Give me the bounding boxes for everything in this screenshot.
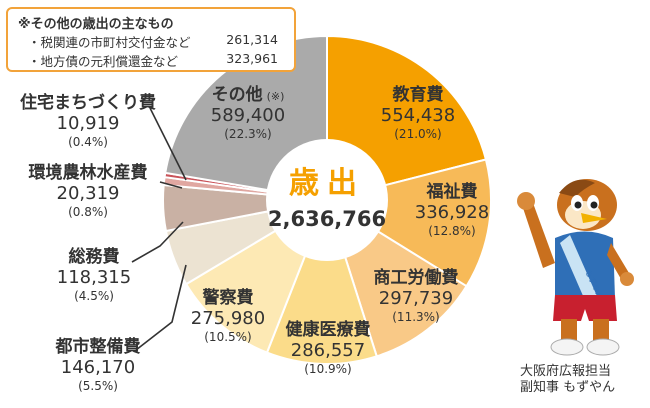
- center-total: 2,636,766: [268, 207, 386, 231]
- slice-percent-label: (21.0%): [394, 127, 441, 141]
- slice-name-label: 総務費: [69, 246, 120, 267]
- slice-name-label: その他 (※): [212, 84, 285, 105]
- slice-percent-label: (22.3%): [224, 127, 271, 141]
- slice-label: その他 (※)589,400(22.3%): [211, 84, 285, 141]
- mascot-caption: 大阪府広報担当 副知事 もずやん: [520, 364, 645, 396]
- slice-value-label: 336,928: [415, 202, 489, 223]
- slice-name-label: 住宅まちづくり費: [20, 92, 156, 113]
- note-row: ・地方債の元利償還金など 323,961: [18, 51, 284, 70]
- note-item-label: ・税関連の市町村交付金など: [28, 35, 191, 50]
- center-label: 歳出: [289, 166, 365, 201]
- slice-percent-label: (4.5%): [74, 289, 114, 303]
- slice-name-label: 環境農林水産費: [29, 162, 148, 183]
- slice-name-label: 教育費: [392, 84, 444, 105]
- pie-slice: [265, 197, 378, 365]
- slice-name-label: 警察費: [202, 287, 254, 308]
- slice-value-label: 275,980: [191, 308, 265, 329]
- slice-name-label: 都市整備費: [55, 336, 141, 357]
- mascot-caption-line1: 大阪府広報担当: [520, 364, 612, 379]
- leader-line: [131, 221, 184, 263]
- slice-name-label: 商工労働費: [374, 267, 459, 288]
- slice-value-label: 10,919: [57, 113, 120, 134]
- slice-percent-label: (12.8%): [428, 224, 475, 238]
- slice-value-label: 589,400: [211, 105, 285, 126]
- slice-value-label: 146,170: [61, 357, 135, 378]
- note-item-label: ・地方債の元利償還金など: [28, 54, 179, 69]
- slice-value-label: 118,315: [57, 267, 131, 288]
- slice-value-label: 20,319: [57, 183, 120, 204]
- slice-percent-label: (11.3%): [392, 310, 439, 324]
- leader-line: [149, 107, 187, 181]
- slice-value-label: 297,739: [379, 288, 453, 309]
- slice-name-label: 健康医療費: [286, 319, 371, 340]
- donut-hole: [266, 139, 388, 261]
- slice-name-label: 福祉費: [426, 181, 478, 202]
- mascot-mozuyan-icon: もずやん: [517, 179, 634, 356]
- slice-percent-label: (5.5%): [78, 379, 118, 393]
- note-item-value: 323,961: [226, 51, 278, 66]
- slice-name-suffix: (※): [267, 90, 285, 103]
- slice-percent-label: (0.8%): [68, 205, 108, 219]
- note-item-value: 261,314: [226, 32, 278, 47]
- leader-line: [159, 181, 183, 189]
- slice-percent-label: (0.4%): [68, 135, 108, 149]
- mascot-caption-line2: 副知事 もずやん: [520, 380, 616, 395]
- slice-percent-label: (10.5%): [204, 330, 251, 344]
- leader-line: [135, 264, 187, 351]
- note-row: ・税関連の市町村交付金など 261,314: [18, 32, 284, 51]
- other-note-box: ※その他の歳出の主なもの ・税関連の市町村交付金など 261,314 ・地方債の…: [6, 7, 296, 72]
- note-title: ※その他の歳出の主なもの: [18, 17, 174, 32]
- slice-value-label: 286,557: [291, 340, 365, 361]
- slice-value-label: 554,438: [381, 105, 455, 126]
- slice-percent-label: (10.9%): [304, 362, 351, 376]
